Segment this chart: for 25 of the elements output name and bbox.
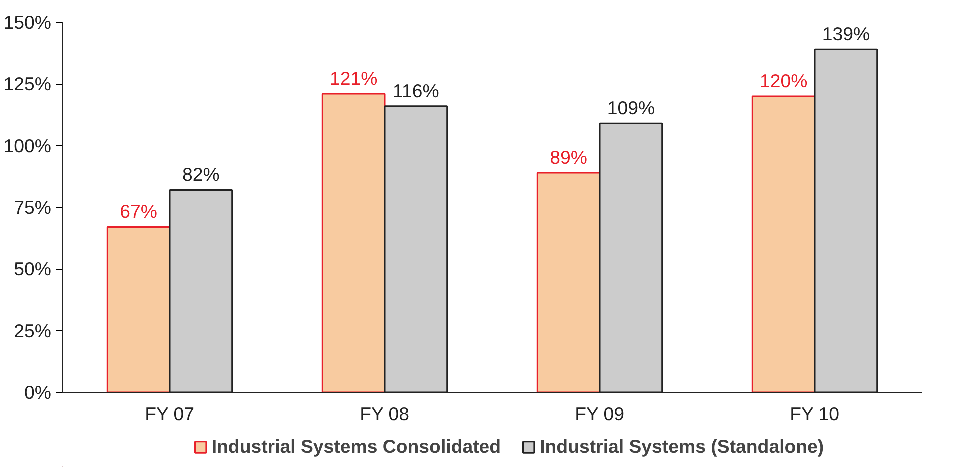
data-label: 67%: [120, 201, 158, 222]
x-tick-label: FY 08: [360, 404, 410, 424]
x-tick-label: FY 09: [575, 404, 625, 424]
data-label: 116%: [393, 80, 440, 102]
y-tick-label: 100%: [4, 135, 52, 156]
data-label: 82%: [182, 164, 220, 186]
bar: [106, 226, 171, 392]
x-tick-label: FY 07: [145, 404, 195, 424]
bar: [752, 96, 816, 392]
legend-label: Industrial Systems Consolidated: [212, 436, 502, 458]
y-tick-label: 0%: [24, 382, 52, 403]
data-label: 120%: [760, 70, 808, 92]
bar: [536, 172, 601, 392]
y-tick-label: 50%: [14, 258, 52, 280]
x-tick-label: FY 10: [790, 404, 840, 424]
y-tick-label: 125%: [4, 74, 52, 95]
bar: [322, 93, 386, 392]
data-label: 139%: [822, 24, 870, 45]
data-label: 109%: [607, 98, 656, 119]
y-tick-label: 25%: [14, 320, 52, 342]
legend-label: Industrial Systems (Standalone): [540, 436, 824, 458]
y-tick-label: 75%: [14, 197, 52, 218]
data-label: 121%: [330, 68, 378, 90]
data-label: 89%: [550, 146, 588, 168]
y-tick-label: 150%: [4, 12, 52, 33]
